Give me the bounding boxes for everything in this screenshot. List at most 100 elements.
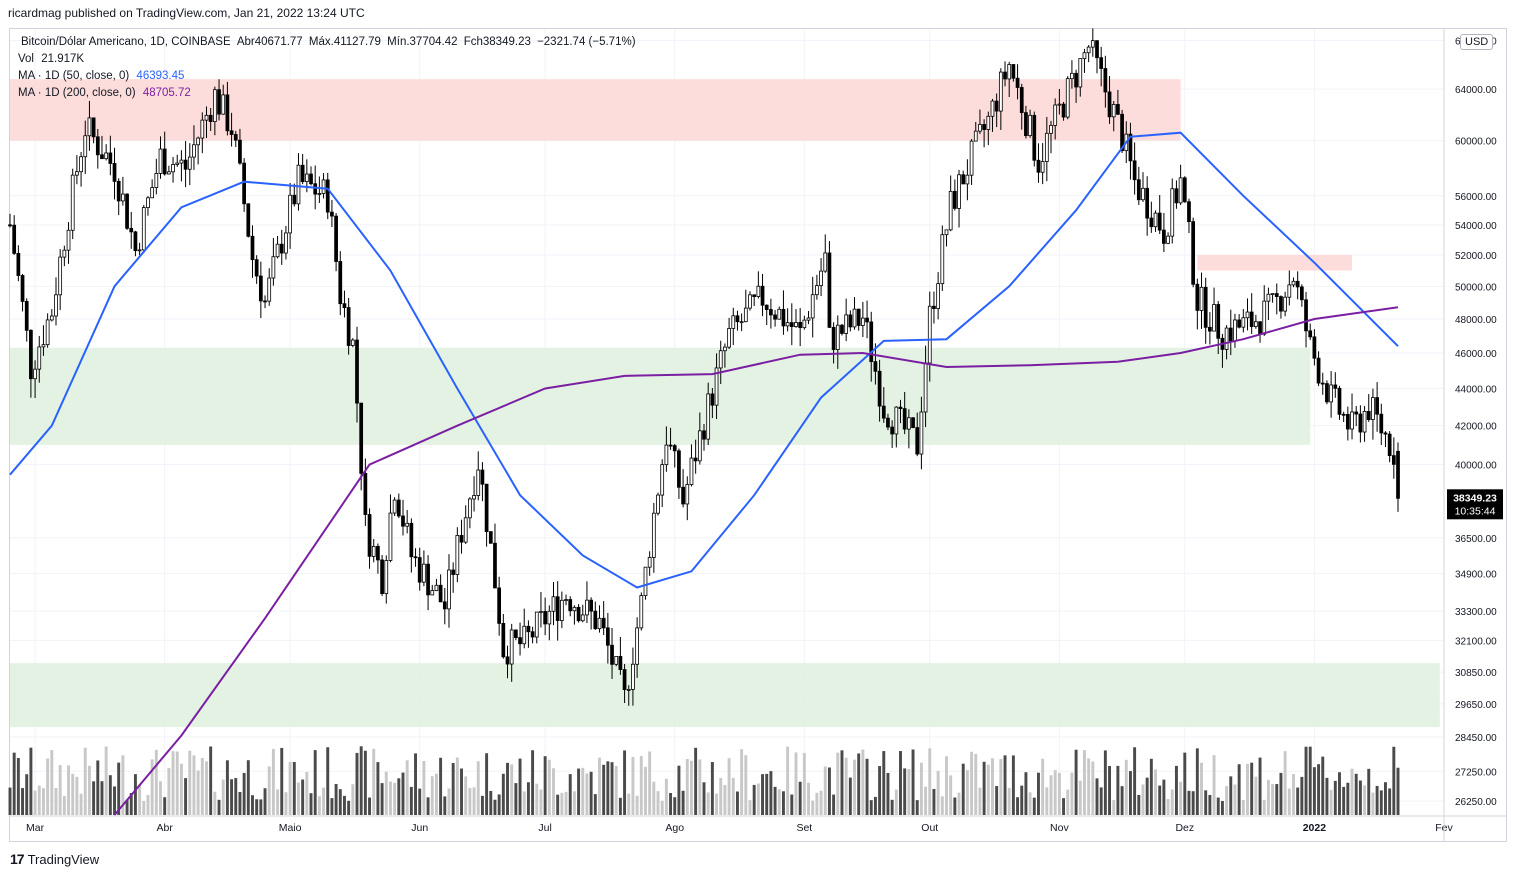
volume-bar [142, 800, 146, 815]
candle-down [225, 94, 230, 132]
volume-bar [848, 777, 852, 815]
legend-ma50-row[interactable]: MA · 1D (50, close, 0) 46393.45 [18, 68, 636, 85]
candle-down [1304, 299, 1308, 332]
volume-bar [1133, 747, 1137, 815]
candle-up [196, 137, 200, 146]
volume-bar [940, 796, 944, 815]
candle-up [1070, 72, 1074, 80]
candle-down [1358, 413, 1363, 433]
volume-bar [1384, 782, 1387, 815]
volume-bar [401, 772, 405, 815]
volume-bar [1028, 792, 1032, 815]
volume-bar [970, 751, 974, 815]
volume-bar [1342, 786, 1346, 815]
volume-bar [1246, 763, 1249, 815]
volume-bar [1233, 784, 1237, 815]
candle-down [1015, 77, 1020, 88]
candle-down [497, 587, 502, 624]
candle-down [827, 252, 832, 328]
x-tick-label: Nov [1050, 822, 1069, 834]
candle-down [1366, 410, 1371, 420]
volume-bar [334, 784, 338, 815]
candle-down [246, 203, 251, 237]
volume-bar [602, 764, 606, 815]
candle-up [392, 499, 397, 514]
volume-bar [723, 784, 727, 815]
candle-up [965, 174, 970, 185]
x-tick-label: Abr [157, 822, 174, 834]
candle-up [350, 339, 355, 346]
candle-up [973, 130, 978, 142]
volume-bar [1191, 791, 1195, 815]
volume-bar [443, 796, 447, 815]
candle-up [137, 249, 142, 252]
y-tick-label: 29650.00 [1455, 700, 1497, 711]
candle-down [1024, 112, 1028, 137]
volume-bar [819, 790, 823, 815]
candle-up [522, 625, 527, 645]
candle-up [83, 135, 88, 158]
volume-bar [292, 762, 296, 815]
candle-up [104, 152, 109, 160]
candle-down [91, 117, 96, 138]
volume-bar [372, 748, 376, 815]
candle-down [24, 301, 29, 331]
candle-up [978, 124, 982, 132]
candle-down [1061, 103, 1066, 118]
candle-down [915, 427, 920, 455]
last-price-value: 38349.23 [1453, 492, 1497, 504]
volume-bar [1141, 784, 1145, 815]
legend-ma200-row[interactable]: MA · 1D (200, close, 0) 48705.72 [18, 85, 636, 102]
candle-down [300, 164, 305, 183]
volume-bar [489, 790, 493, 815]
currency-button[interactable]: USD [1460, 34, 1494, 50]
chart-frame [9, 28, 1507, 842]
candle-up [923, 362, 928, 413]
volume-bar [794, 752, 798, 815]
candle-up [62, 249, 67, 258]
y-tick-label: 46000.00 [1455, 349, 1497, 360]
candle-down [873, 361, 878, 372]
volume-bar [1137, 794, 1141, 815]
candle-up [534, 611, 539, 638]
candle-down [1237, 319, 1242, 328]
volume-bar [468, 787, 472, 815]
volume-bar [405, 760, 409, 815]
volume-bar [154, 749, 158, 815]
volume-bar [669, 792, 673, 815]
candle-down [359, 402, 364, 474]
volume-bar [673, 797, 677, 815]
volume-bar [200, 757, 204, 815]
candle-down [1203, 286, 1208, 328]
candle-up [1040, 161, 1045, 173]
volume-bar [664, 778, 668, 815]
candle-down [484, 483, 489, 533]
volume-bar [639, 756, 643, 815]
volume-bar [840, 750, 844, 815]
volume-layer [8, 746, 1400, 815]
candle-up [304, 173, 309, 183]
candle-down [1396, 450, 1400, 499]
legend-symbol[interactable]: Bitcoin/Dólar Americano, 1D, COINBASE [21, 36, 231, 48]
volume-bar [861, 749, 865, 815]
volume-bar [744, 755, 748, 815]
y-tick-label: 27250.00 [1455, 767, 1497, 778]
volume-bar [159, 781, 162, 815]
x-tick-label: Dez [1175, 822, 1194, 834]
candle-down [1216, 304, 1221, 339]
x-tick-label: Out [921, 822, 938, 834]
volume-bar [798, 781, 802, 815]
candle-up [819, 270, 823, 287]
candle-up [37, 346, 42, 370]
candle-down [1379, 413, 1384, 434]
candle-up [815, 285, 819, 296]
volume-bar [623, 750, 627, 815]
candle-down [769, 309, 773, 316]
legend-vol-row[interactable]: Vol 21.917K [18, 51, 636, 68]
candle-down [1149, 217, 1154, 228]
volume-bar [359, 746, 363, 815]
candle-down [865, 317, 869, 323]
candle-up [664, 444, 669, 466]
volume-bar [1338, 772, 1341, 815]
